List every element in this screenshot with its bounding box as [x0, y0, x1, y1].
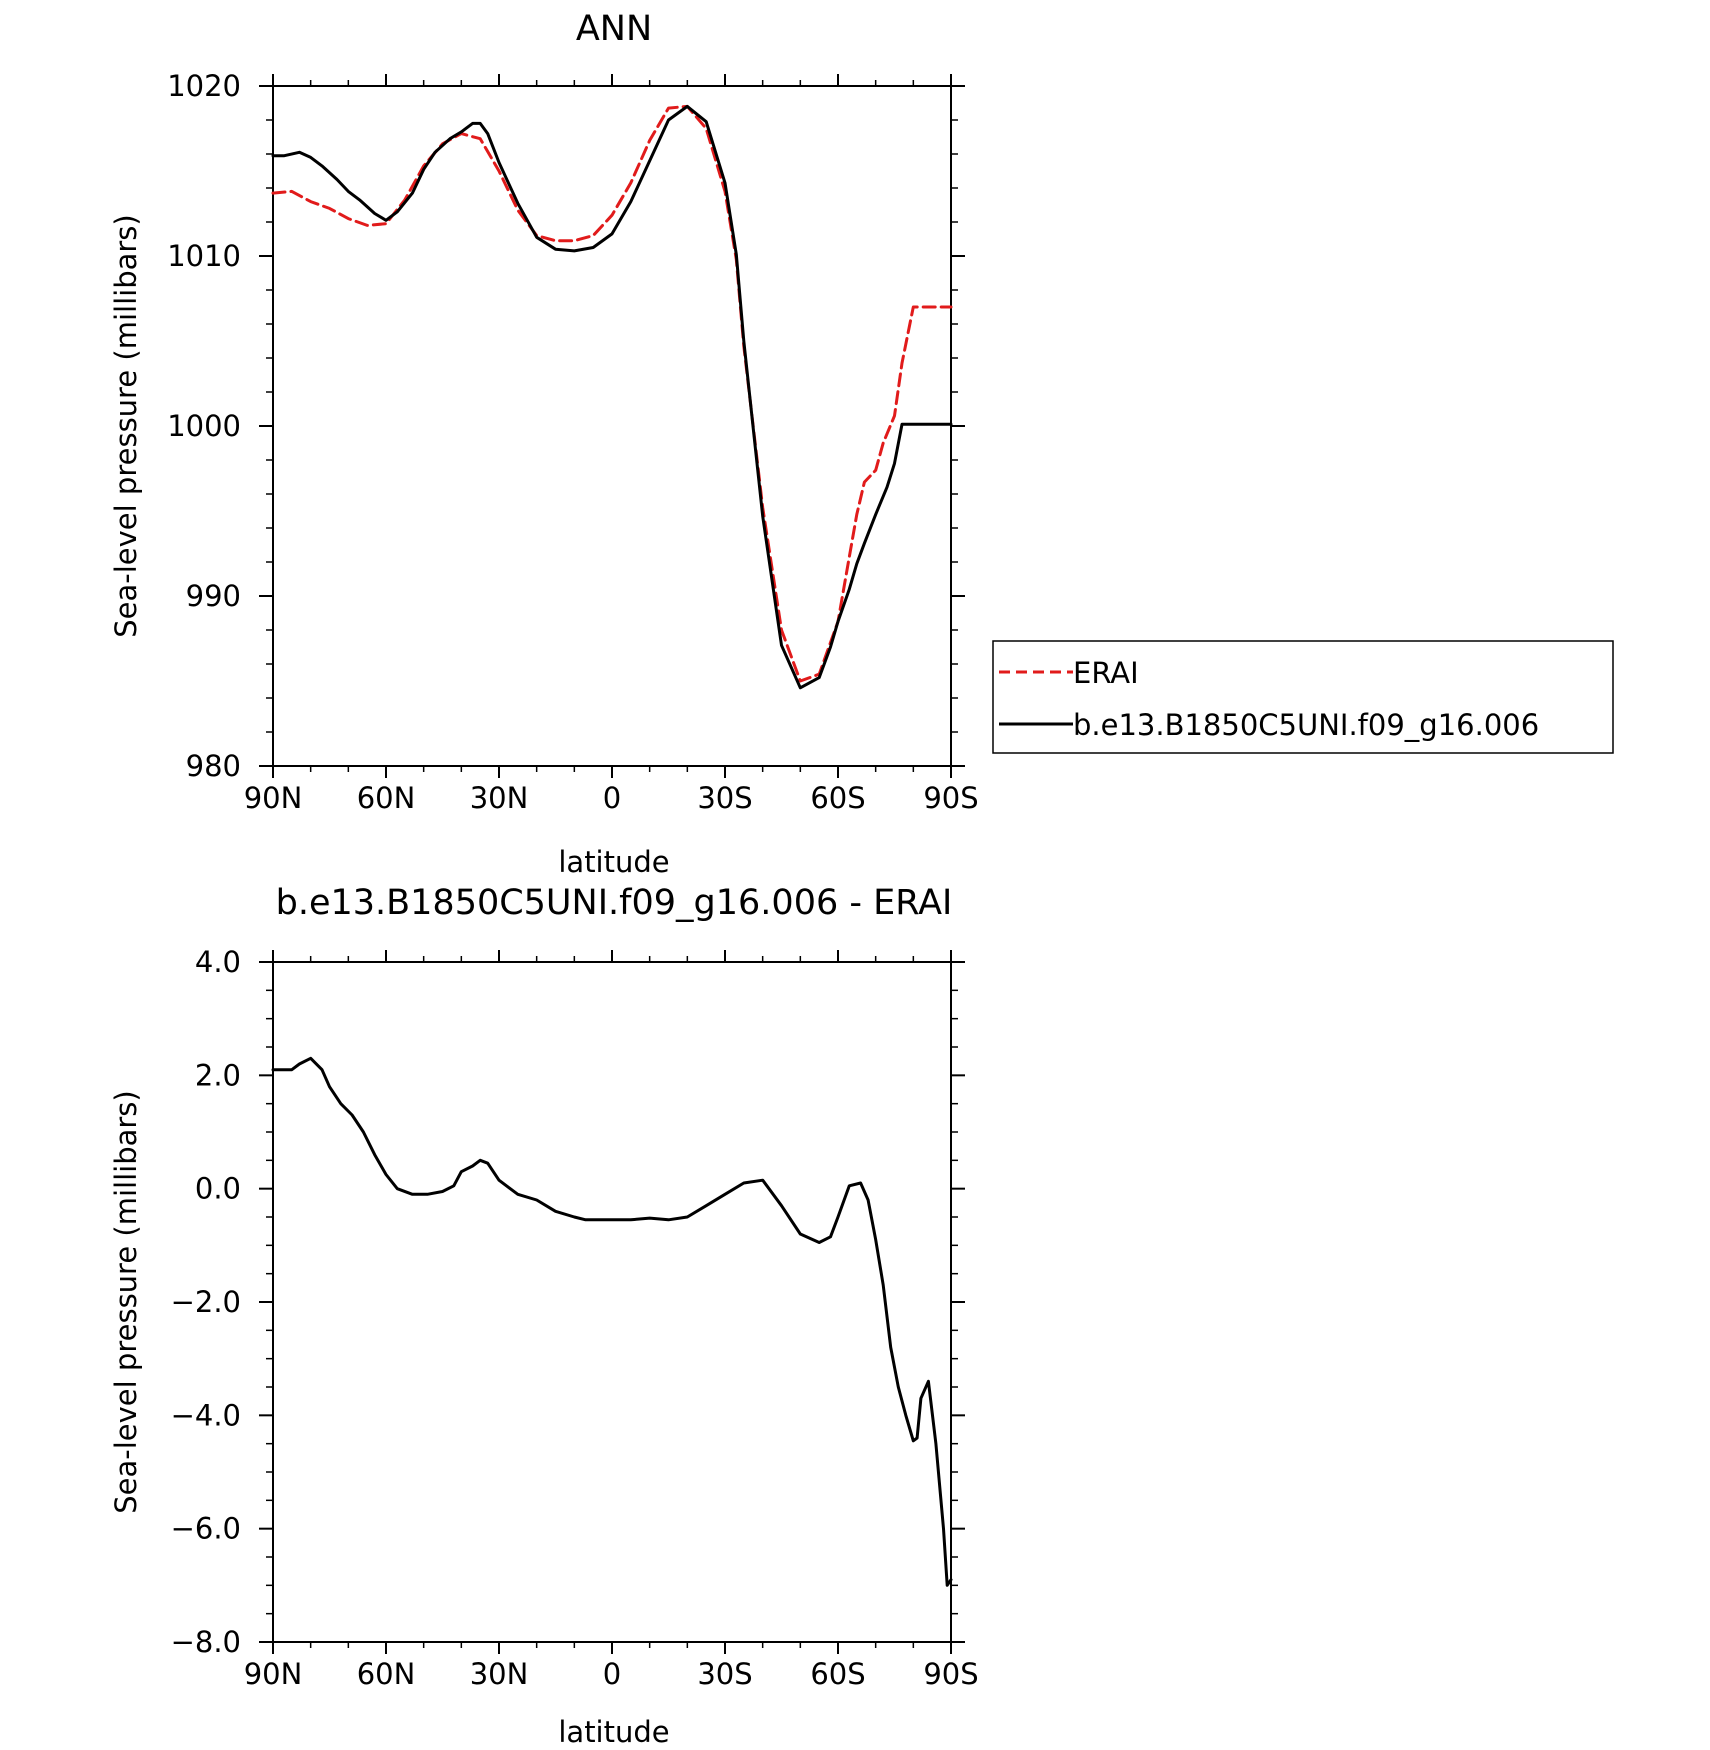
x-tick-label: 30N [470, 781, 529, 815]
x-tick-label: 30S [697, 1657, 752, 1691]
bottom-ticks: 90N 60N 30N 0 30S 60S 90S −8.0 −6.0 −4.0 −2.0 0.0 2.… [171, 945, 979, 1691]
bottom-ylabel: Sea-level pressure (millibars) [109, 1090, 143, 1513]
top-ylabel: Sea-level pressure (millibars) [109, 214, 143, 637]
top-plot-frame [272, 85, 952, 767]
series-line-0-0 [271, 104, 953, 683]
top-ticks: 90N 60N 30N 0 30S 60S 90S 980 990 1000 1010 1020 [167, 69, 978, 815]
y-tick-label: 2.0 [195, 1058, 241, 1092]
legend: ERAI b.e13.B1850C5UNI.f09_g16.006 [992, 640, 1614, 754]
top-series-layer [271, 104, 953, 690]
legend-label-model: b.e13.B1850C5UNI.f09_g16.006 [1073, 708, 1539, 742]
bottom-chart-title: b.e13.B1850C5UNI.f09_g16.006 - ERAI [276, 883, 953, 923]
y-tick-label: 4.0 [195, 945, 241, 979]
legend-box [992, 640, 1614, 754]
y-tick-label: 990 [186, 579, 241, 613]
x-tick-label: 90N [244, 781, 303, 815]
y-tick-label: −8.0 [171, 1625, 241, 1659]
y-tick-label: 0.0 [195, 1172, 241, 1206]
top-xlabel: latitude [558, 845, 669, 879]
series-line-1-0 [271, 1056, 953, 1587]
bottom-xlabel: latitude [558, 1715, 669, 1745]
series-line-0-1 [271, 104, 953, 690]
y-tick-label: 980 [186, 749, 241, 783]
x-tick-label: 90S [923, 781, 978, 815]
x-tick-label: 90S [923, 1657, 978, 1691]
y-tick-label: −6.0 [171, 1512, 241, 1546]
x-tick-label: 30N [470, 1657, 529, 1691]
y-tick-label: −4.0 [171, 1398, 241, 1432]
x-tick-label: 60S [810, 781, 865, 815]
x-tick-label: 60N [357, 781, 416, 815]
panel-ann: ANN 90N 60N 30N 0 30S 60S 90S 980 990 1000 1010 102… [109, 9, 979, 879]
bottom-series-layer [271, 1056, 953, 1587]
y-tick-label: 1000 [167, 409, 241, 443]
y-tick-label: −2.0 [171, 1285, 241, 1319]
legend-label-erai: ERAI [1073, 656, 1139, 690]
x-tick-label: 90N [244, 1657, 303, 1691]
x-tick-label: 30S [697, 781, 752, 815]
top-chart-title: ANN [576, 9, 652, 49]
panel-difference: b.e13.B1850C5UNI.f09_g16.006 - ERAI 90N 6… [109, 883, 979, 1749]
x-tick-label: 0 [603, 1657, 621, 1691]
x-tick-label: 60N [357, 1657, 416, 1691]
x-tick-label: 60S [810, 1657, 865, 1691]
bottom-plot-frame [272, 961, 952, 1643]
y-tick-label: 1020 [167, 69, 241, 103]
y-tick-label: 1010 [167, 239, 241, 273]
x-tick-label: 0 [603, 781, 621, 815]
